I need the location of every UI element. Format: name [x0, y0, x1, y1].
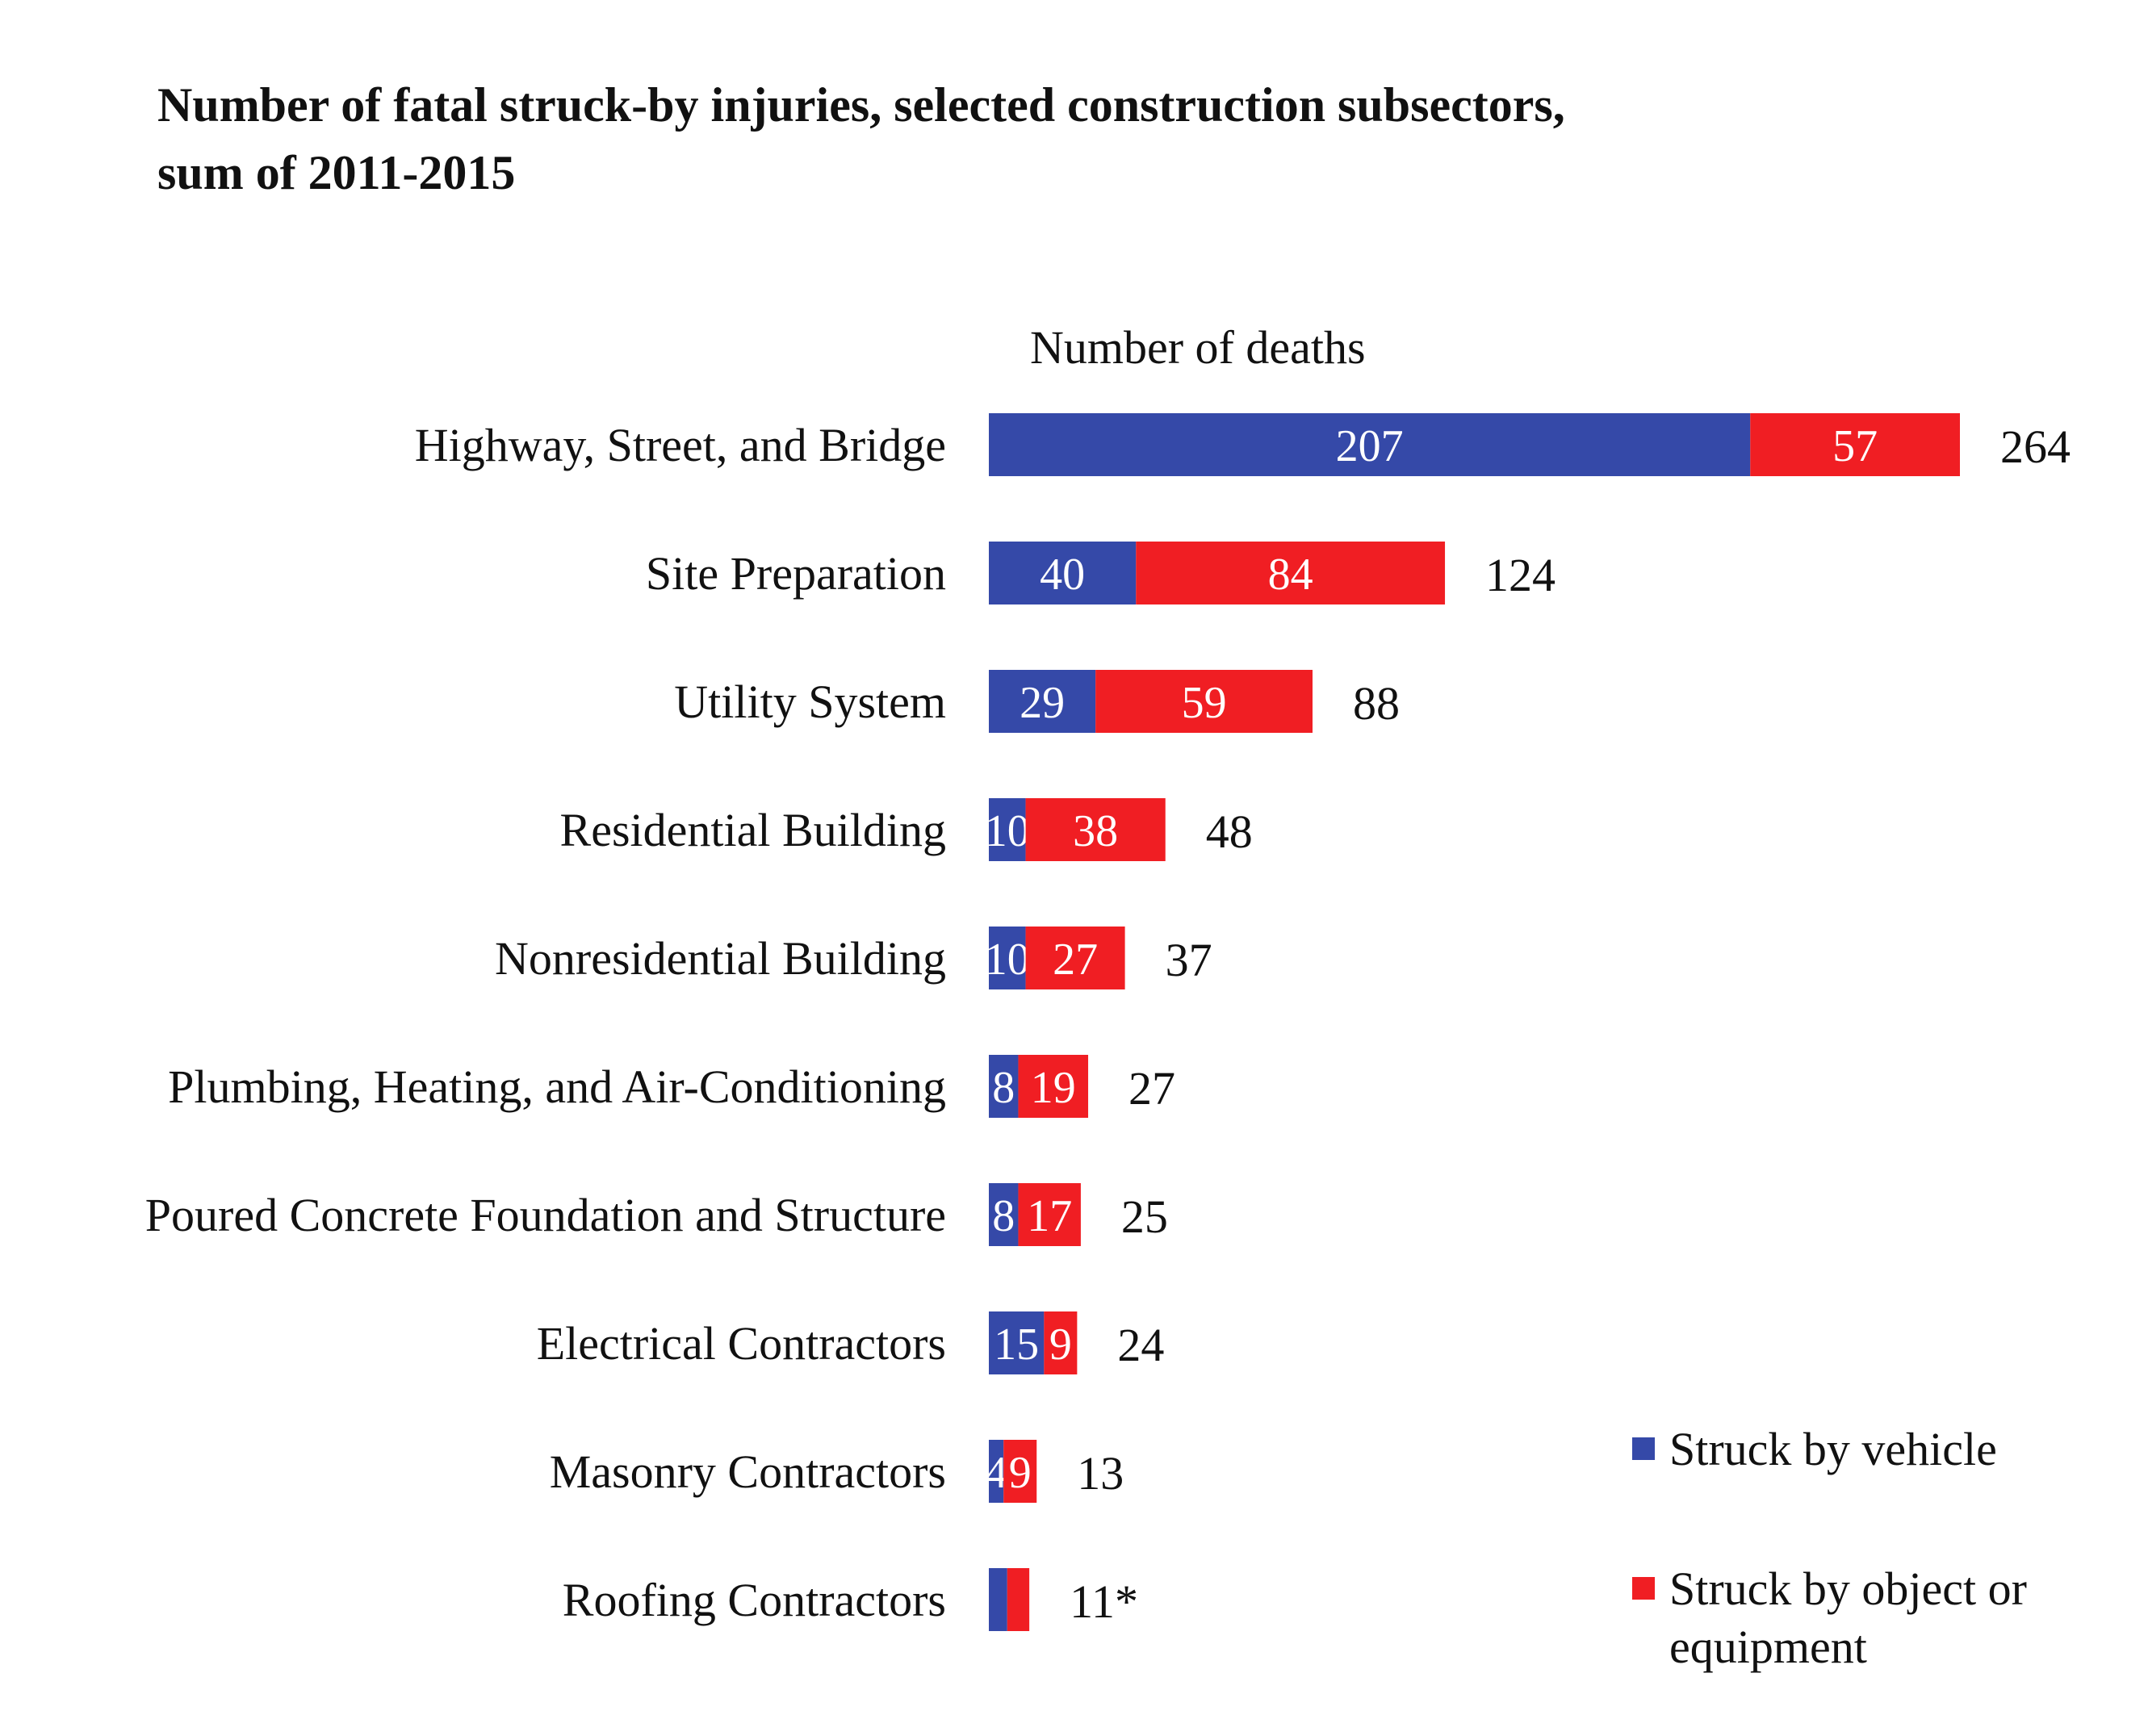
total-label: 264	[2000, 420, 2071, 473]
bar-segment-vehicle	[989, 1183, 1019, 1246]
bar-row: Nonresidential Building 10 27 37	[495, 927, 1212, 989]
data-label: 15	[994, 1320, 1039, 1370]
chart-title: Number of fatal struck-by injuries, sele…	[157, 78, 1565, 199]
data-label: 19	[1031, 1063, 1076, 1113]
total-label: 13	[1077, 1447, 1124, 1500]
category-label: Masonry Contractors	[550, 1445, 946, 1498]
chart-title-line: sum of 2011-2015	[157, 146, 515, 199]
total-label: 24	[1117, 1319, 1164, 1371]
bar-segment-object	[1018, 1183, 1081, 1246]
bar-segment-vehicle	[989, 1055, 1019, 1118]
data-label: 8	[992, 1063, 1015, 1113]
legend-item: Struck by vehicle	[1632, 1423, 1997, 1475]
data-label: 84	[1268, 550, 1313, 600]
data-label: 29	[1020, 678, 1065, 728]
data-label: 9	[1049, 1320, 1072, 1370]
category-label: Plumbing, Heating, and Air-Conditioning	[168, 1060, 946, 1113]
total-label: 124	[1485, 549, 1556, 601]
bar-row: Electrical Contractors 15 9 24	[537, 1311, 1164, 1374]
data-label: 9	[1009, 1448, 1032, 1498]
bar-segment-object	[1003, 1440, 1037, 1503]
bar-segment-object	[1025, 798, 1166, 861]
legend-swatch	[1632, 1437, 1655, 1460]
bar-row: Residential Building 10 38 48	[560, 798, 1253, 861]
category-label: Roofing Contractors	[563, 1574, 946, 1626]
legend-item: Struck by object or equipment	[1632, 1562, 2027, 1673]
category-label: Electrical Contractors	[537, 1317, 946, 1370]
bar-row: Roofing Contractors 11*	[563, 1568, 1138, 1631]
bar-segment-object	[1025, 927, 1125, 989]
data-label: 17	[1027, 1191, 1072, 1241]
bar-segment-vehicle	[989, 1568, 1007, 1631]
legend-swatch	[1632, 1577, 1655, 1600]
legend: Struck by vehicle Struck by object or equi…	[1632, 1423, 2027, 1673]
bar-segment-object	[1136, 542, 1446, 604]
data-label: 207	[1336, 421, 1404, 471]
category-label: Poured Concrete Foundation and Structure	[145, 1189, 946, 1241]
legend-label: equipment	[1669, 1621, 1867, 1673]
total-label: 27	[1128, 1062, 1175, 1115]
data-label: 10	[985, 935, 1030, 985]
data-label: 10	[985, 806, 1030, 856]
data-label: 27	[1053, 935, 1098, 985]
bar-segment-object	[1044, 1311, 1078, 1374]
bar-segment-vehicle	[989, 798, 1026, 861]
bar-row: Highway, Street, and Bridge 207 57 264	[415, 413, 2071, 476]
legend-label: Struck by object or	[1669, 1562, 2027, 1615]
bar-row: Utility System 29 59 88	[674, 670, 1400, 733]
chart-title-line: Number of fatal struck-by injuries, sele…	[157, 78, 1565, 132]
bar-segment-object	[1007, 1568, 1030, 1631]
bar-row: Site Preparation 40 84 124	[646, 542, 1556, 604]
bar-segment-object	[1095, 670, 1313, 733]
bar-segment-object	[1018, 1055, 1089, 1118]
bar-segment-vehicle	[989, 670, 1096, 733]
data-label: 8	[992, 1191, 1015, 1241]
category-label: Nonresidential Building	[495, 932, 946, 985]
category-label: Residential Building	[560, 804, 946, 856]
category-label: Highway, Street, and Bridge	[415, 419, 946, 471]
bar-segment-vehicle	[989, 413, 1751, 476]
total-label: 11*	[1070, 1575, 1138, 1628]
bar-segment-vehicle	[989, 1311, 1045, 1374]
category-label: Site Preparation	[646, 547, 946, 600]
category-label: Utility System	[674, 676, 946, 728]
bar-row: Plumbing, Heating, and Air-Conditioning 8…	[168, 1055, 1175, 1118]
bar-segment-vehicle	[989, 542, 1137, 604]
total-label: 25	[1121, 1190, 1168, 1243]
total-label: 37	[1166, 934, 1212, 986]
x-axis-label: Number of deaths	[1030, 321, 1366, 374]
total-label: 48	[1206, 805, 1253, 858]
data-label: 57	[1832, 421, 1878, 471]
legend-label: Struck by vehicle	[1669, 1423, 1997, 1475]
bar-row: Masonry Contractors 4 9 13	[550, 1440, 1124, 1503]
data-label: 59	[1182, 678, 1227, 728]
bar-segment-vehicle	[989, 927, 1026, 989]
bar-segment-vehicle	[989, 1440, 1004, 1503]
data-label: 40	[1040, 550, 1085, 600]
bar-segment-object	[1750, 413, 1960, 476]
bars: Highway, Street, and Bridge 207 57 264 Site …	[145, 413, 2071, 1631]
data-label: 38	[1073, 806, 1118, 856]
total-label: 88	[1353, 677, 1400, 730]
bar-row: Poured Concrete Foundation and Structure…	[145, 1183, 1168, 1246]
